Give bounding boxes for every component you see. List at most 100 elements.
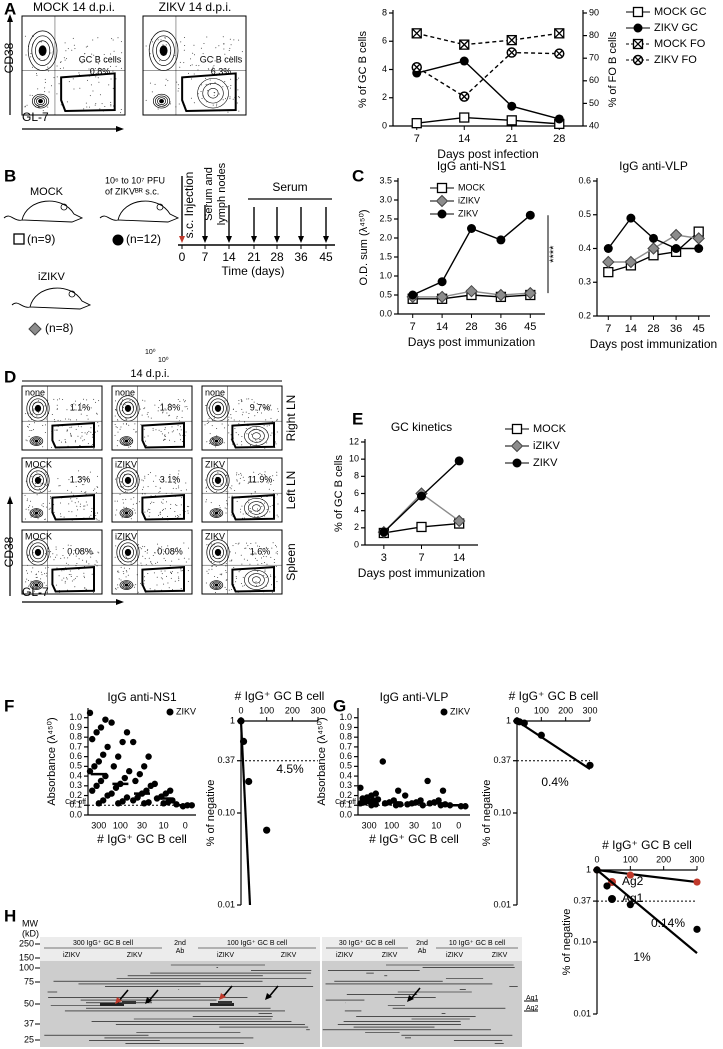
marker-shape — [452, 514, 466, 528]
group-name: iZIKV — [115, 531, 137, 541]
event — [78, 72, 80, 74]
event — [87, 432, 89, 434]
marker-shape — [524, 286, 537, 300]
gate — [231, 566, 275, 593]
marker — [554, 28, 565, 39]
event — [28, 424, 30, 426]
contour — [248, 429, 265, 443]
event — [220, 574, 222, 576]
event — [179, 404, 181, 406]
event — [144, 550, 146, 552]
event — [136, 431, 138, 433]
event — [60, 513, 62, 515]
event — [254, 491, 256, 493]
point — [121, 774, 128, 782]
event — [148, 557, 150, 559]
event — [83, 108, 85, 110]
annotation: 4.5% — [276, 762, 304, 776]
event — [144, 511, 146, 513]
event — [165, 435, 167, 437]
event — [147, 416, 149, 418]
event — [241, 444, 243, 446]
point — [357, 784, 364, 791]
event — [208, 422, 210, 424]
event — [201, 84, 203, 86]
event — [177, 473, 179, 475]
event — [149, 53, 151, 55]
event — [84, 432, 86, 434]
group-n: (n=12) — [126, 232, 161, 246]
event — [95, 103, 97, 105]
event — [26, 425, 28, 427]
event — [128, 585, 130, 587]
arrow-head — [274, 236, 280, 243]
event — [32, 506, 34, 508]
event — [170, 572, 172, 574]
event — [66, 429, 68, 431]
event — [47, 547, 49, 549]
event — [95, 76, 97, 78]
event — [81, 432, 83, 434]
event — [120, 426, 122, 428]
event — [49, 502, 51, 504]
sampling-label: Serum and — [203, 167, 215, 221]
contour — [29, 580, 44, 590]
point — [151, 780, 158, 788]
event — [45, 567, 47, 569]
series-line — [416, 32, 560, 46]
contour — [252, 576, 261, 584]
event — [225, 68, 227, 70]
event — [263, 502, 265, 504]
event — [156, 561, 158, 563]
event — [165, 44, 167, 46]
event — [169, 508, 171, 510]
y-tick-label: 1.0 — [69, 712, 82, 722]
point — [130, 738, 137, 746]
event — [241, 401, 243, 403]
event — [267, 407, 269, 409]
event — [75, 515, 77, 517]
x-tick-label: 0 — [594, 854, 599, 864]
event — [32, 560, 34, 562]
event — [264, 570, 266, 572]
event — [245, 411, 247, 413]
event — [40, 571, 42, 573]
event — [97, 63, 99, 65]
event — [95, 515, 97, 517]
event — [154, 589, 156, 591]
event — [184, 36, 186, 38]
contour — [122, 510, 130, 516]
event — [62, 67, 64, 69]
legend-label: iZIKV — [458, 195, 480, 205]
event — [248, 413, 250, 415]
event — [163, 439, 165, 441]
event — [220, 59, 222, 61]
event — [180, 504, 182, 506]
y-tick-label: 0.01 — [573, 1008, 591, 1018]
event — [165, 78, 167, 80]
contour — [32, 401, 44, 416]
x-axis-label: # IgG⁺ GC B cell — [235, 689, 325, 703]
y-tick-label: 2.0 — [379, 232, 392, 242]
mw-label: (kD) — [22, 928, 39, 938]
x-tick-label: 100 — [384, 820, 399, 830]
event — [70, 574, 72, 576]
contour — [202, 83, 224, 104]
event — [146, 552, 148, 554]
event — [93, 54, 95, 56]
event — [132, 503, 134, 505]
event — [229, 98, 231, 100]
event — [236, 480, 238, 482]
event — [44, 483, 46, 485]
event — [83, 439, 85, 441]
arrow-head — [179, 236, 185, 243]
serum-label: Serum — [272, 180, 307, 194]
day: 21 — [247, 250, 261, 264]
event — [68, 574, 70, 576]
event — [155, 562, 157, 564]
group-symbol — [13, 233, 25, 245]
contour — [214, 476, 222, 484]
event — [82, 559, 84, 561]
event — [193, 73, 195, 75]
contour — [124, 404, 132, 412]
